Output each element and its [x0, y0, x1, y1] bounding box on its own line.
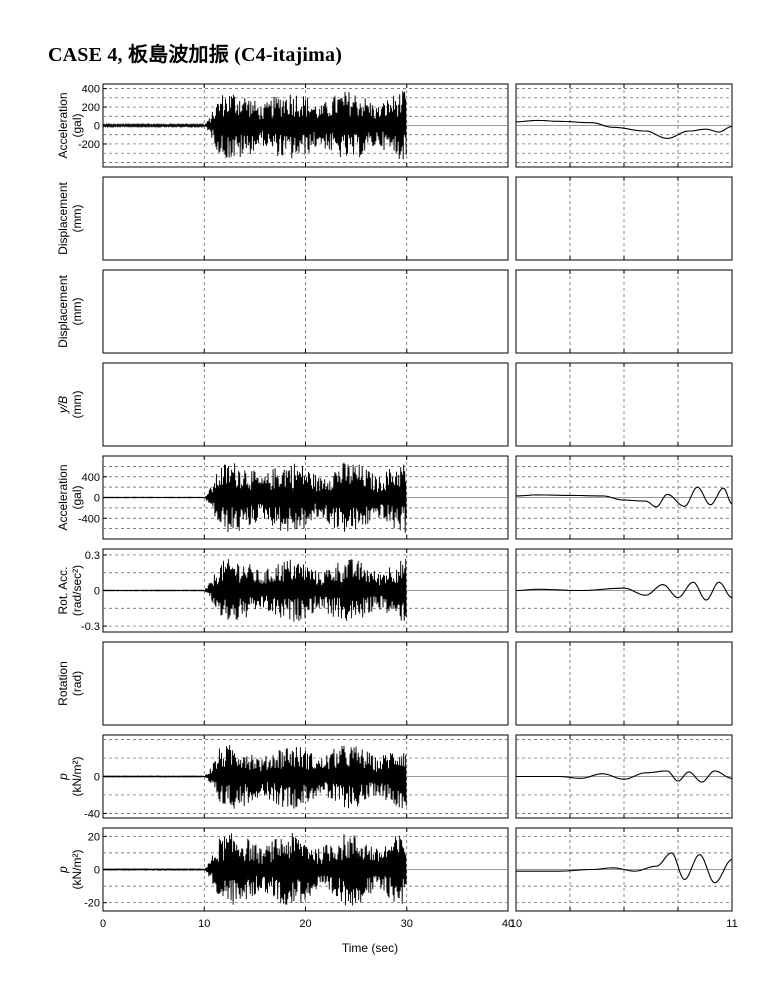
right-waveform — [516, 852, 733, 884]
y-axis-label-line: (gal) — [70, 485, 84, 509]
y-axis-label-line: Rot. Acc. — [56, 566, 70, 614]
x-tick-label: 11 — [726, 918, 737, 930]
y-axis-label-line: Displacement — [56, 274, 70, 347]
panel-9: 200-20p(kN/m²) — [56, 827, 733, 912]
y-axis-label-line: y/B — [56, 396, 70, 414]
right-waveform — [516, 486, 733, 508]
y-tick-label: 0 — [94, 586, 100, 598]
x-tick-label: 40 — [502, 918, 514, 930]
y-tick-label: 400 — [82, 472, 100, 484]
left-waveform — [102, 832, 407, 906]
y-tick-label: -40 — [84, 808, 100, 820]
y-tick-label: 0 — [94, 772, 100, 784]
panel-8: 0-40p(kN/m²) — [56, 734, 733, 820]
y-tick-label: 0.3 — [85, 550, 100, 562]
panel-4: y/B(mm) — [56, 362, 733, 447]
left-waveform — [102, 462, 407, 533]
y-tick-label: -400 — [78, 513, 100, 525]
y-axis-label: Rotation(rad) — [56, 661, 84, 706]
panel-6: 0.3 0 -0.3 Rot. Acc.(rad/sec²) — [56, 548, 733, 633]
y-axis-label: Acceleration(gal) — [56, 92, 84, 158]
y-tick-label: 20 — [88, 831, 100, 843]
x-tick-label: 10 — [510, 918, 522, 930]
x-axis-label: Time (sec) — [342, 941, 398, 955]
y-axis-label: p(kN/m²) — [56, 850, 84, 890]
left-waveform — [102, 558, 407, 622]
y-tick-label: -20 — [84, 898, 100, 910]
y-tick-label: 0 — [94, 121, 100, 133]
y-axis-label-line: (rad/sec²) — [70, 565, 84, 616]
right-waveform — [516, 119, 733, 139]
x-tick-label: 30 — [401, 918, 413, 930]
left-waveform — [102, 91, 407, 160]
right-waveform — [516, 581, 733, 601]
y-axis-label: Acceleration(gal) — [56, 464, 84, 530]
y-axis-label-line: Displacement — [56, 181, 70, 254]
y-tick-label: 200 — [82, 102, 100, 114]
y-axis-label-line: p — [56, 773, 70, 781]
y-axis-label-line: (rad) — [70, 671, 84, 696]
panel-7: Rotation(rad) — [56, 641, 733, 726]
x-tick-label: 10 — [198, 918, 210, 930]
y-axis-label-line: (mm) — [70, 391, 84, 419]
y-axis-label-line: Acceleration — [56, 92, 70, 158]
y-axis-label-line: (mm) — [70, 298, 84, 326]
x-tick-label: 20 — [299, 918, 311, 930]
y-axis-label: Displacement(mm) — [56, 181, 84, 254]
left-waveform — [102, 745, 407, 809]
y-tick-label: 0 — [94, 493, 100, 505]
y-tick-label: -200 — [78, 139, 100, 151]
y-tick-label: 400 — [82, 84, 100, 96]
y-axis-label-line: (mm) — [70, 205, 84, 233]
y-axis-label: p(kN/m²) — [56, 757, 84, 797]
panel-3: Displacement(mm) — [56, 269, 733, 354]
y-axis-label-line: (kN/m²) — [70, 757, 84, 797]
panel-stack: 4002000-200Acceleration(gal)Displacement… — [56, 83, 733, 912]
y-axis-label-line: (kN/m²) — [70, 850, 84, 890]
right-waveform — [516, 770, 733, 783]
figure-title: CASE 4, 板島波加振 (C4-itajima) — [48, 44, 343, 66]
y-axis-label: Rot. Acc.(rad/sec²) — [56, 565, 84, 616]
y-axis-label-line: Acceleration — [56, 464, 70, 530]
y-axis-label-line: p — [56, 866, 70, 874]
panel-2: Displacement(mm) — [56, 176, 733, 261]
y-axis-label-line: (gal) — [70, 113, 84, 137]
x-tick-label: 0 — [100, 918, 106, 930]
y-axis-label-line: Rotation — [56, 661, 70, 706]
y-tick-label: 0 — [94, 865, 100, 877]
y-axis-label: y/B(mm) — [56, 391, 84, 419]
y-axis-label: Displacement(mm) — [56, 274, 84, 347]
y-tick-label: -0.3 — [81, 621, 100, 633]
